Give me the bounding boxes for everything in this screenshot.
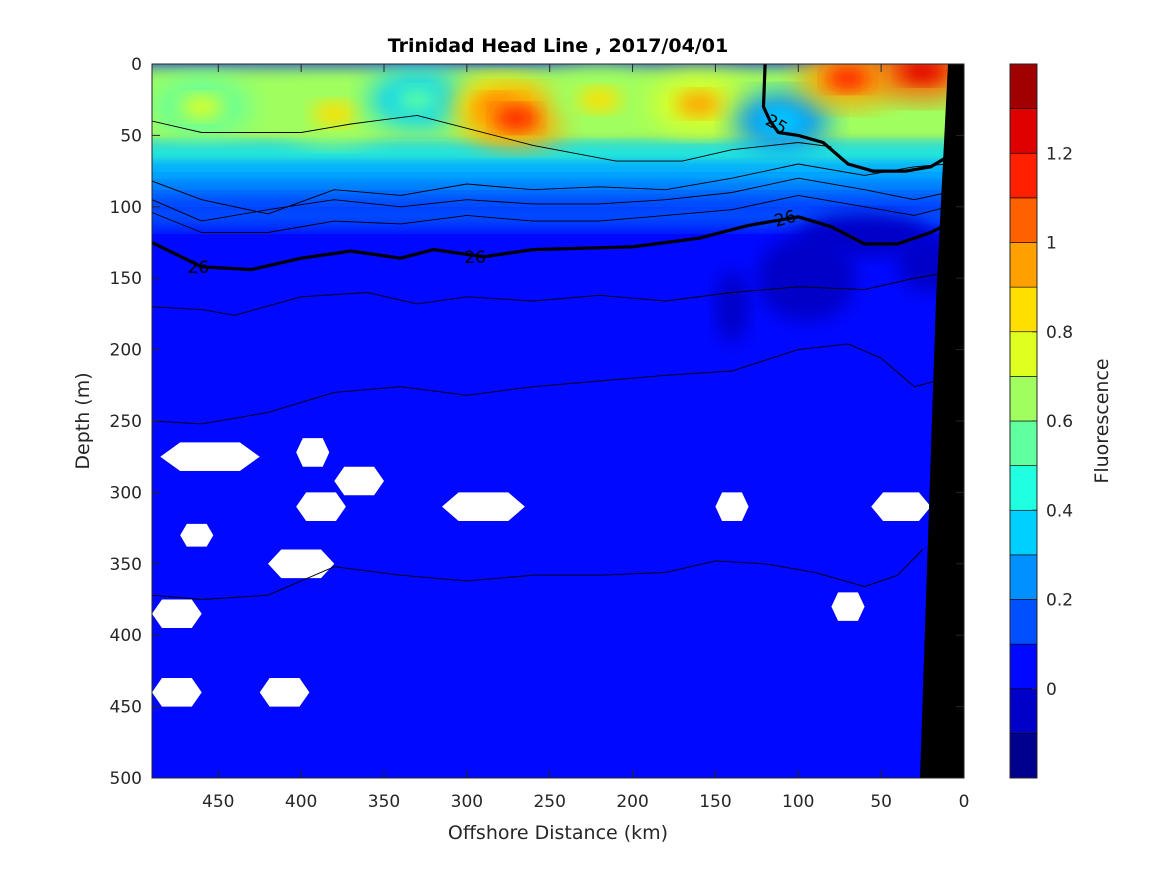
colorbar: 0 0.2 0.4 0.6 0.8 1 1.2 — [1009, 63, 1073, 779]
contour-label: 26 — [188, 258, 210, 278]
x-tick-label: 0 — [959, 792, 970, 812]
contour-label: 26 — [464, 248, 486, 268]
missing-data-patch — [152, 599, 202, 629]
x-tick-label: 200 — [616, 792, 648, 812]
colorbar-segment — [1009, 509, 1038, 556]
colorbar-tick-label: 0.4 — [1046, 501, 1073, 521]
missing-data-patch — [871, 492, 931, 521]
colorbar-tick-label: 0.8 — [1046, 323, 1073, 343]
field-deep-patch — [715, 271, 749, 343]
contour-line — [152, 343, 948, 425]
missing-data-patch — [296, 492, 346, 521]
colorbar-segment — [1009, 688, 1038, 734]
y-tick-label: 400 — [110, 626, 142, 646]
y-tick-label: 100 — [110, 198, 142, 218]
chart-title: Trinidad Head Line , 2017/04/01 — [388, 35, 728, 57]
y-tick-label: 250 — [110, 412, 142, 432]
colorbar-segment — [1009, 331, 1038, 377]
bloom-core — [395, 87, 440, 112]
x-tick-label: 350 — [368, 792, 400, 812]
surface-bloom — [153, 64, 964, 150]
x-tick-label: 50 — [870, 792, 892, 812]
bloom-core — [312, 101, 357, 126]
x-tick-label: 250 — [533, 792, 565, 812]
colorbar-tick-label: 1.2 — [1046, 144, 1073, 164]
missing-data-patches — [152, 438, 931, 707]
colorbar-segment — [1009, 197, 1038, 243]
missing-data-patch — [831, 592, 865, 621]
colorbar-segment — [1009, 376, 1038, 422]
y-tick-label: 500 — [110, 769, 142, 789]
colorbar-tick-label: 0.6 — [1046, 412, 1073, 432]
x-tick-label: 100 — [782, 792, 814, 812]
bloom-core — [179, 94, 224, 119]
bloom-core — [494, 106, 539, 131]
contour-line — [152, 114, 832, 162]
contour-line — [152, 163, 948, 215]
contour-line — [761, 64, 949, 173]
colorbar-tick-label: 1 — [1046, 234, 1057, 254]
y-tick-label: 0 — [131, 55, 142, 75]
colorbar-segment — [1009, 420, 1038, 466]
field-deep-patch — [798, 213, 931, 257]
y-tick-label: 300 — [110, 483, 142, 503]
colorbar-segment — [1009, 242, 1038, 288]
field-deep-patch — [756, 235, 857, 322]
bathymetry-mask — [920, 64, 964, 778]
contour-line — [152, 177, 948, 222]
colorbar-segment — [1009, 643, 1038, 690]
y-tick-label: 50 — [120, 126, 142, 146]
field-band-transition-1 — [152, 142, 964, 167]
y-tick-label: 350 — [110, 555, 142, 575]
contour-line — [152, 272, 948, 316]
y-tick-label: 150 — [110, 269, 142, 289]
y-tick-label: 200 — [110, 341, 142, 361]
bloom-core — [900, 64, 945, 84]
missing-data-patch — [180, 523, 214, 547]
field-band-transition-2 — [152, 163, 964, 186]
colorbar-segment — [1009, 63, 1038, 109]
missing-data-patch — [715, 492, 749, 521]
field-band-transition-3 — [152, 182, 964, 203]
bloom-core — [826, 66, 870, 91]
x-tick-label: 150 — [699, 792, 731, 812]
bloom-core — [759, 109, 804, 134]
missing-data-patch — [334, 466, 384, 496]
colorbar-segment — [1009, 286, 1038, 333]
bloom-core — [676, 91, 721, 116]
contour-line — [152, 215, 949, 272]
x-tick-label: 450 — [202, 792, 234, 812]
x-axis-label: Offshore Distance (km) — [448, 822, 668, 844]
missing-data-patch — [152, 678, 202, 707]
colorbar-segment — [1009, 733, 1038, 779]
colorbar-tick-label: 0 — [1046, 680, 1057, 700]
bloom-core — [577, 87, 622, 112]
colorbar-segment — [1009, 599, 1038, 645]
colorbar-segment — [1009, 108, 1038, 154]
x-tick-label: 400 — [285, 792, 317, 812]
missing-data-patch — [160, 442, 260, 471]
x-tick-label: 300 — [451, 792, 483, 812]
y-axis: 0 50 100 150 200 250 300 350 400 450 500 — [110, 55, 964, 789]
colorbar-segment — [1009, 465, 1038, 511]
missing-data-patch — [442, 492, 525, 521]
colorbar-label: Fluorescence — [1091, 358, 1113, 483]
y-axis-label: Depth (m) — [72, 372, 94, 469]
y-tick-label: 450 — [110, 698, 142, 718]
colorbar-segment — [1009, 554, 1038, 600]
colorbar-tick-label: 0.2 — [1046, 591, 1073, 611]
colorbar-segment — [1009, 152, 1038, 199]
contour-line — [152, 194, 948, 233]
missing-data-patch — [296, 438, 330, 467]
missing-data-patch — [259, 678, 310, 707]
contour-line — [152, 549, 923, 600]
missing-data-patch — [268, 549, 335, 579]
x-axis: 450 400 350 300 250 200 150 100 50 0 — [202, 64, 969, 812]
